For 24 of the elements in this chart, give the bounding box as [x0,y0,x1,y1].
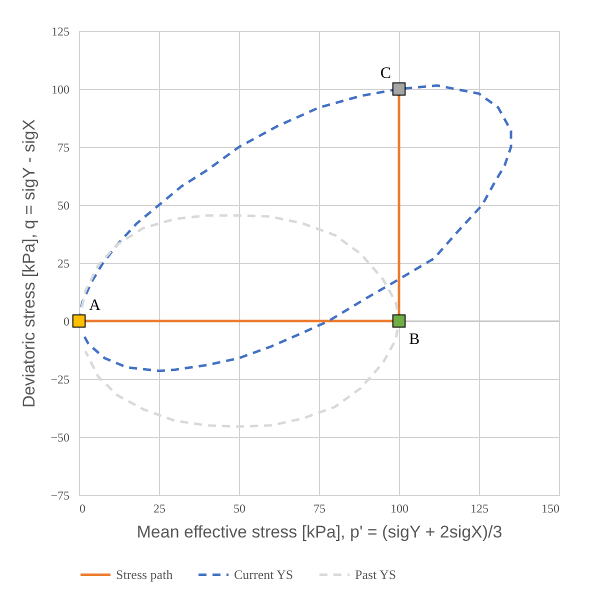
x-tick-label: 125 [470,502,488,516]
y-tick-label: 100 [52,82,70,96]
x-tick-label: 50 [234,502,246,516]
y-tick-label: 0 [64,314,70,328]
y-tick-label: 25 [58,256,70,270]
legend-label: Stress path [116,566,174,582]
data-label: B [409,331,420,348]
y-tick-label: −75 [50,488,70,502]
y-tick-label: −50 [50,430,70,444]
data-label: A [89,297,101,314]
data-label: C [380,65,391,82]
legend-label: Current YS [234,566,294,582]
x-tick-label: 100 [390,502,408,516]
y-tick-label: 50 [58,198,70,212]
legend-label: Past YS [355,566,396,582]
x-tick-label: 150 [542,502,560,516]
y-tick-label: 75 [58,140,70,154]
x-tick-label: 25 [154,502,166,516]
y-tick-label: 125 [52,24,70,38]
y-axis-title: Deviatoric stress [kPa], q = sigY - sigX [20,119,39,408]
y-tick-label: −25 [50,372,70,386]
x-tick-label: 75 [314,502,326,516]
x-axis-title: Mean effective stress [kPa], p' = (sigY + 2sigX)/3 [136,522,502,542]
x-tick-label: 0 [80,502,86,516]
